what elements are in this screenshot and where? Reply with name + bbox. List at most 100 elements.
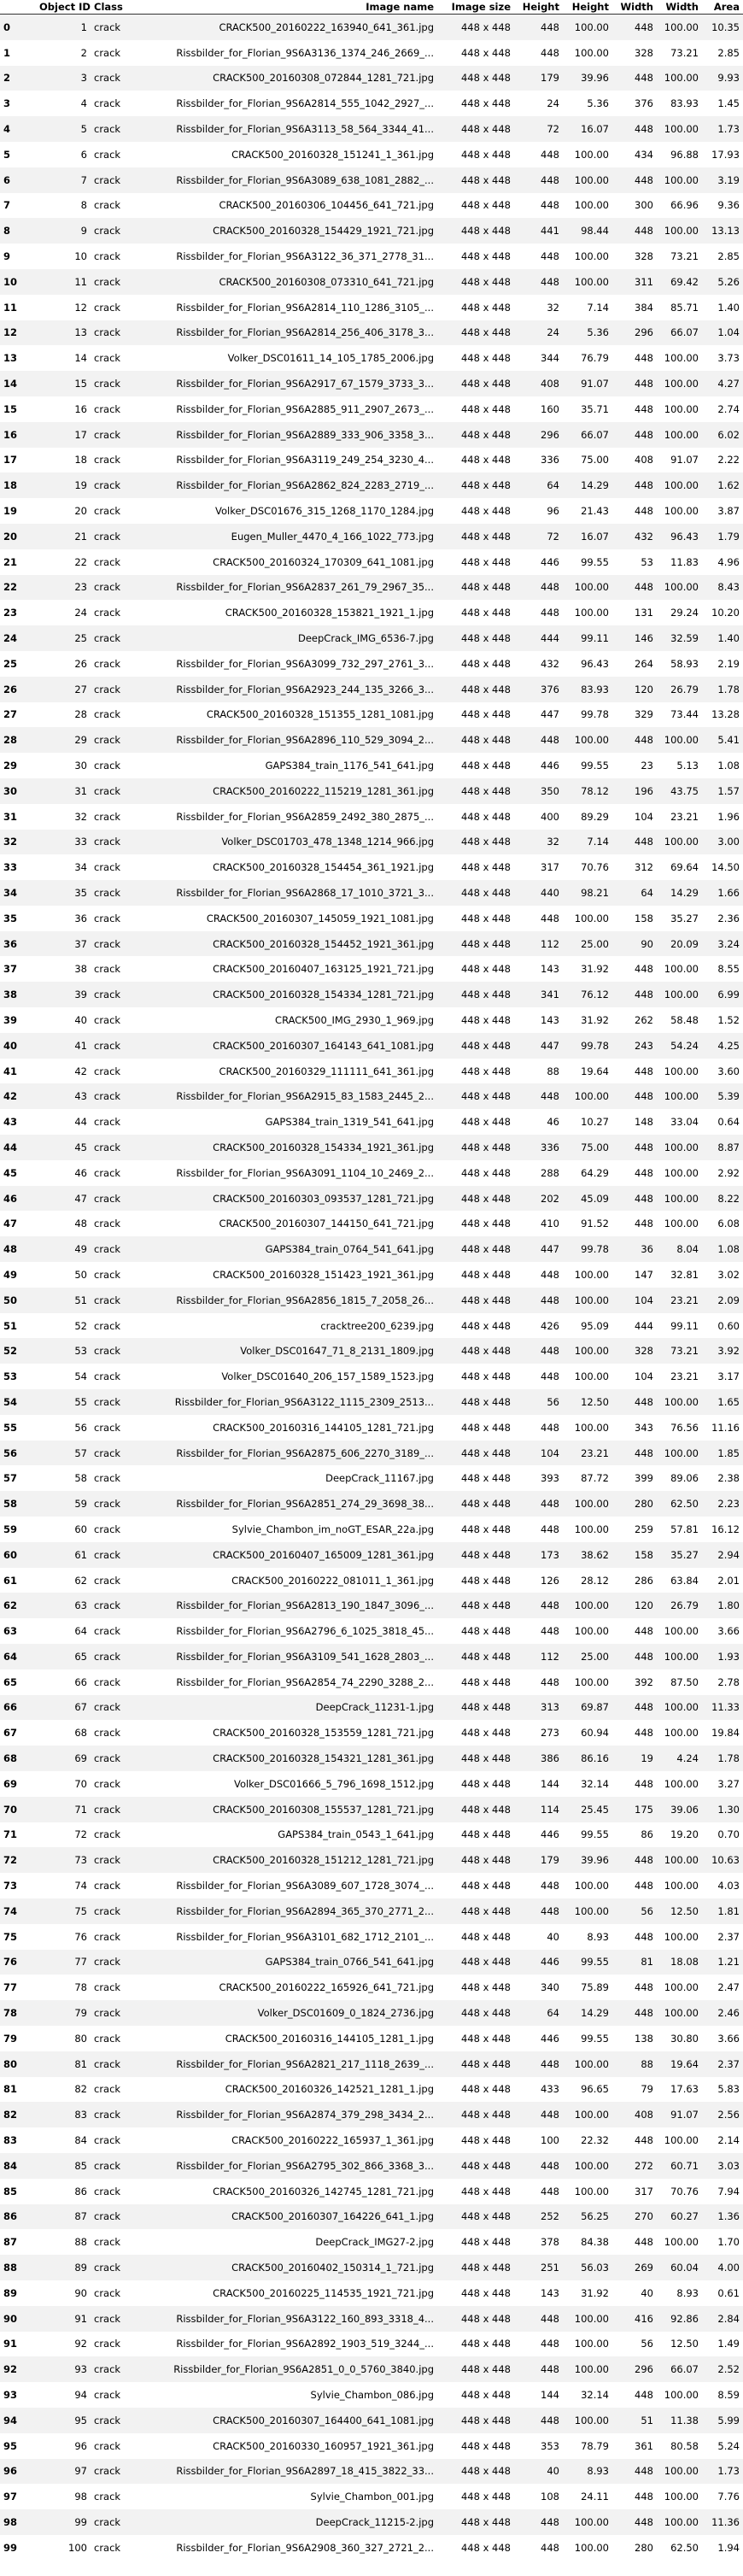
width-pct: 100.00 (657, 1440, 702, 1466)
image-size: 448 x 448 (437, 1975, 514, 2001)
table-row: 89 90 crack CRACK500_20160225_114535_1921_7… (0, 2280, 743, 2306)
image-size: 448 x 448 (437, 1236, 514, 1263)
table-row: 65 66 crack Rissbilder_for_Florian_9S6A2854… (0, 1669, 743, 1695)
row-index: 9 (0, 244, 36, 269)
object-id: 62 (36, 1567, 91, 1593)
table-row: 31 32 crack Rissbilder_for_Florian_9S6A2859… (0, 803, 743, 830)
image-name: Volker_DSC01703_478_1348_1214_966.jpg (137, 829, 437, 855)
width-pct: 100.00 (657, 1389, 702, 1415)
image-size: 448 x 448 (437, 1796, 514, 1822)
image-size: 448 x 448 (437, 854, 514, 881)
area-value: 1.78 (702, 676, 743, 702)
area-value: 5.99 (702, 2407, 743, 2433)
width-px: 361 (612, 2432, 657, 2459)
area-value: 3.60 (702, 1058, 743, 1084)
width-pct: 100.00 (657, 345, 702, 372)
width-pct: 60.71 (657, 2152, 702, 2179)
table-row: 53 54 crack Volker_DSC01640_206_157_1589_15… (0, 1364, 743, 1390)
object-id: 60 (36, 1517, 91, 1542)
image-name: Rissbilder_for_Florian_9S6A2851_0_0_5760… (137, 2356, 437, 2383)
object-id: 5 (36, 116, 91, 142)
object-id: 75 (36, 1898, 91, 1924)
width-pct: 99.11 (657, 1312, 702, 1339)
area-value: 1.30 (702, 1796, 743, 1822)
width-px: 448 (612, 2484, 657, 2510)
height-pct: 100.00 (563, 1669, 612, 1695)
image-name: Rissbilder_for_Florian_9S6A2868_17_1010_… (137, 880, 437, 906)
height-px: 88 (514, 1058, 563, 1084)
area-value: 1.66 (702, 880, 743, 906)
image-size: 448 x 448 (437, 2178, 514, 2204)
image-size: 448 x 448 (437, 574, 514, 601)
row-index: 7 (0, 192, 36, 219)
class-label: crack (91, 829, 137, 855)
height-pct: 99.55 (563, 1822, 612, 1848)
object-id: 34 (36, 854, 91, 881)
object-id: 4 (36, 91, 91, 117)
object-id: 78 (36, 1975, 91, 2001)
object-id: 70 (36, 1770, 91, 1797)
image-size: 448 x 448 (437, 1312, 514, 1339)
class-label: crack (91, 345, 137, 372)
class-label: crack (91, 1949, 137, 1975)
table-row: 86 87 crack CRACK500_20160307_164226_641_1.… (0, 2203, 743, 2230)
class-label: crack (91, 421, 137, 448)
width-px: 444 (612, 1312, 657, 1339)
area-value: 1.79 (702, 523, 743, 549)
width-px: 269 (612, 2255, 657, 2280)
image-size: 448 x 448 (437, 1822, 514, 1848)
table-row: 40 41 crack CRACK500_20160307_164143_641_10… (0, 1032, 743, 1059)
object-id: 36 (36, 905, 91, 931)
width-pct: 100.00 (657, 829, 702, 855)
class-label: crack (91, 982, 137, 1008)
image-name: Rissbilder_for_Florian_9S6A2851_274_29_3… (137, 1491, 437, 1517)
height-pct: 100.00 (563, 2051, 612, 2077)
object-id: 58 (36, 1465, 91, 1492)
header-row: Object ID Class Image name Image size Height… (0, 0, 743, 15)
row-index: 77 (0, 1975, 36, 2001)
row-index: 13 (0, 345, 36, 372)
table-row: 92 93 crack Rissbilder_for_Florian_9S6A2851… (0, 2356, 743, 2383)
height-px: 446 (514, 1949, 563, 1975)
object-id: 86 (36, 2178, 91, 2204)
class-label: crack (91, 1720, 137, 1746)
image-size: 448 x 448 (437, 1593, 514, 1619)
area-value: 1.81 (702, 1898, 743, 1924)
image-size: 448 x 448 (437, 549, 514, 575)
image-name: Rissbilder_for_Florian_9S6A2859_2492_380… (137, 803, 437, 830)
height-px: 72 (514, 116, 563, 142)
table-row: 93 94 crack Sylvie_Chambon_086.jpg 448 x 448… (0, 2382, 743, 2408)
row-index: 60 (0, 1541, 36, 1568)
table-row: 34 35 crack Rissbilder_for_Florian_9S6A2868… (0, 880, 743, 906)
table-row: 11 12 crack Rissbilder_for_Florian_9S6A2814… (0, 294, 743, 320)
width-pct: 18.08 (657, 1949, 702, 1975)
width-px: 448 (612, 472, 657, 499)
class-label: crack (91, 447, 137, 473)
height-px: 336 (514, 447, 563, 473)
height-pct: 60.94 (563, 1720, 612, 1746)
area-value: 4.27 (702, 371, 743, 396)
width-pct: 70.76 (657, 2178, 702, 2204)
height-px: 433 (514, 2076, 563, 2103)
row-index: 18 (0, 472, 36, 499)
class-label: crack (91, 1975, 137, 2001)
class-label: crack (91, 2280, 137, 2306)
width-pct: 100.00 (657, 1159, 702, 1186)
width-px: 448 (612, 1770, 657, 1797)
width-pct: 100.00 (657, 2382, 702, 2408)
width-px: 158 (612, 905, 657, 931)
image-size: 448 x 448 (437, 2127, 514, 2153)
image-name: Volker_DSC01611_14_105_1785_2006.jpg (137, 345, 437, 372)
image-name: CRACK500_20160307_164143_641_1081.jpg (137, 1032, 437, 1059)
area-value: 1.57 (702, 777, 743, 804)
width-pct: 100.00 (657, 1618, 702, 1644)
width-px: 328 (612, 1338, 657, 1364)
image-name: Rissbilder_for_Florian_9S6A2889_333_906_… (137, 421, 437, 448)
row-index: 67 (0, 1720, 36, 1746)
image-size: 448 x 448 (437, 829, 514, 855)
row-index: 84 (0, 2152, 36, 2179)
height-px: 108 (514, 2484, 563, 2510)
height-px: 350 (514, 777, 563, 804)
image-size: 448 x 448 (437, 1414, 514, 1441)
class-label: crack (91, 777, 137, 804)
